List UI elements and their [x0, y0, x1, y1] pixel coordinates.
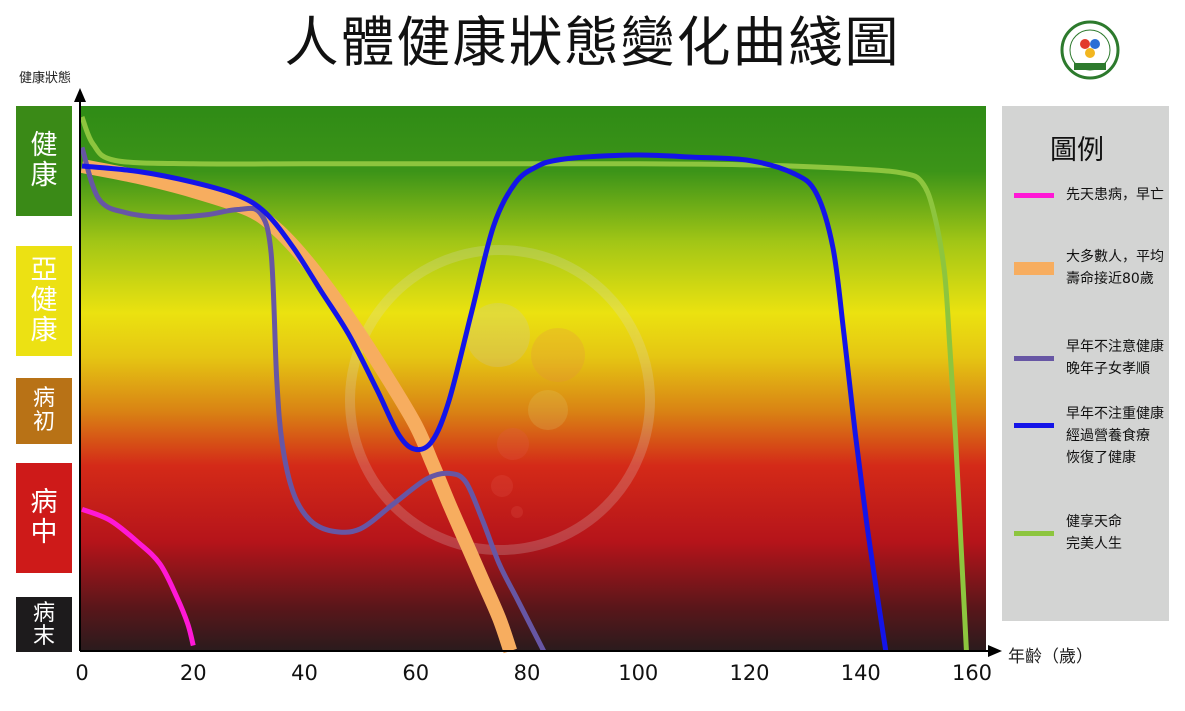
x-tick-label: 100: [618, 661, 658, 685]
x-tick-labels: 0 20 40 60 80 100 120 140 160: [75, 661, 992, 685]
x-axis-arrow: [988, 645, 1002, 657]
status-label-text: 病末: [32, 600, 55, 649]
watermark: [345, 245, 655, 555]
status-label-mid-illness: 病中: [16, 463, 72, 573]
legend-swatch: [1014, 356, 1054, 361]
status-label-text: 病中: [30, 487, 58, 548]
status-label-healthy: 健康: [16, 106, 72, 216]
legend-swatch: [1014, 193, 1054, 198]
series-line-0: [81, 506, 196, 647]
x-tick-label: 160: [952, 661, 992, 685]
series-line-2: [79, 146, 546, 653]
legend-item: 大多數人，平均 壽命接近80歲: [1014, 246, 1164, 287]
x-tick-label: 20: [180, 661, 207, 685]
series-layer: [79, 115, 969, 654]
series-line-3: [81, 152, 889, 652]
x-tick-label: 0: [75, 661, 88, 685]
legend-item: 早年不注意健康 晚年子女孝順: [1014, 336, 1164, 377]
status-label-text: 亞健康: [30, 255, 58, 346]
series-line-1: [80, 159, 517, 654]
legend-label: 早年不注重健康 經過營養食療 恢復了健康: [1066, 406, 1164, 466]
legend-swatch: [1014, 531, 1054, 536]
legend-item: 先天患病，早亡: [1014, 184, 1164, 214]
chart-title: 人體健康狀態變化曲綫圖: [284, 11, 901, 74]
legend-item: 健享天命 完美人生: [1014, 511, 1164, 552]
legend-item: 早年不注重健康 經過營養食療 恢復了健康: [1014, 403, 1164, 466]
y-axis-label: 健康狀態: [19, 71, 72, 86]
x-tick-label: 60: [402, 661, 429, 685]
legend-swatch: [1014, 423, 1054, 428]
organization-logo: [1060, 20, 1120, 80]
axes: [74, 88, 1002, 657]
status-label-early-illness: 病初: [16, 378, 72, 444]
status-label-late-illness: 病末: [16, 597, 72, 652]
x-tick-label: 120: [729, 661, 769, 685]
legend-label: 大多數人，平均 壽命接近80歲: [1066, 249, 1164, 287]
status-label-subhealthy: 亞健康: [16, 246, 72, 356]
legend-swatch: [1014, 262, 1054, 275]
legend-label: 先天患病，早亡: [1066, 187, 1164, 203]
x-axis-label: 年齡（歲）: [1008, 647, 1093, 667]
status-label-text: 病初: [32, 386, 55, 435]
x-tick-label: 80: [514, 661, 541, 685]
status-label-text: 健康: [30, 130, 58, 191]
legend-title: 圖例: [1050, 135, 1104, 166]
x-tick-label: 140: [841, 661, 881, 685]
y-axis-arrow: [74, 88, 86, 102]
legend-label: 健享天命 完美人生: [1066, 514, 1122, 552]
legend: 圖例 先天患病，早亡大多數人，平均 壽命接近80歲 早年不注意健康 晚年子女孝順早…: [1002, 106, 1169, 621]
x-tick-label: 40: [291, 661, 318, 685]
legend-label: 早年不注意健康 晚年子女孝順: [1066, 339, 1164, 377]
